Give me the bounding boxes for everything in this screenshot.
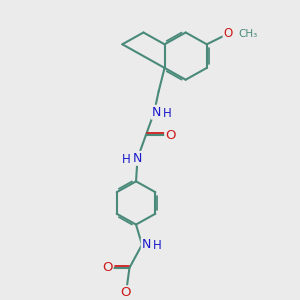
Text: CH₃: CH₃ [238, 28, 257, 39]
Text: N: N [152, 106, 161, 119]
Text: H: H [153, 239, 162, 252]
Text: H: H [163, 107, 172, 120]
Text: O: O [120, 286, 131, 299]
Text: O: O [224, 27, 233, 40]
Text: N: N [142, 238, 151, 251]
Text: H: H [122, 153, 130, 166]
Text: O: O [102, 261, 112, 274]
Text: N: N [133, 152, 142, 165]
Text: O: O [165, 129, 176, 142]
